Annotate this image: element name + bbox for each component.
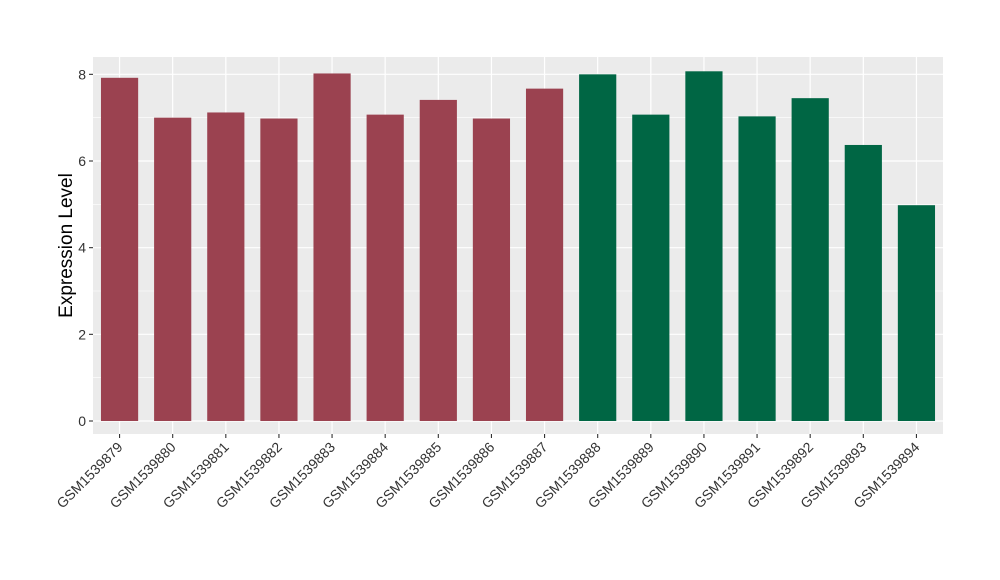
bars [100, 71, 936, 422]
bar-GSM1539884 [366, 114, 404, 421]
y-axis-title: Expression Level [56, 173, 77, 318]
bar-GSM1539880 [154, 117, 192, 422]
bar-GSM1539890 [685, 71, 723, 422]
y-tick-label: 2 [78, 326, 86, 342]
bar-GSM1539887 [525, 88, 564, 421]
bar-GSM1539889 [632, 114, 670, 421]
y-tick-label: 0 [78, 413, 86, 429]
bar-GSM1539891 [738, 116, 776, 421]
bar-GSM1539883 [313, 73, 351, 421]
bar-GSM1539881 [207, 112, 245, 421]
bar-GSM1539888 [579, 74, 617, 421]
y-tick-label: 6 [78, 153, 86, 169]
y-tick-label: 4 [78, 240, 86, 256]
y-tick-label: 8 [78, 66, 86, 82]
bar-GSM1539885 [419, 99, 457, 422]
bar-GSM1539892 [791, 98, 829, 422]
bar-GSM1539882 [260, 118, 298, 422]
x-axis: GSM1539879GSM1539880GSM1539881GSM1539882… [53, 434, 923, 511]
y-axis: 0 2 4 6 8 [78, 66, 93, 429]
bar-GSM1539886 [472, 118, 511, 422]
bar-GSM1539879 [100, 77, 139, 422]
bar-GSM1539893 [844, 144, 882, 421]
bar-GSM1539894 [897, 205, 936, 421]
